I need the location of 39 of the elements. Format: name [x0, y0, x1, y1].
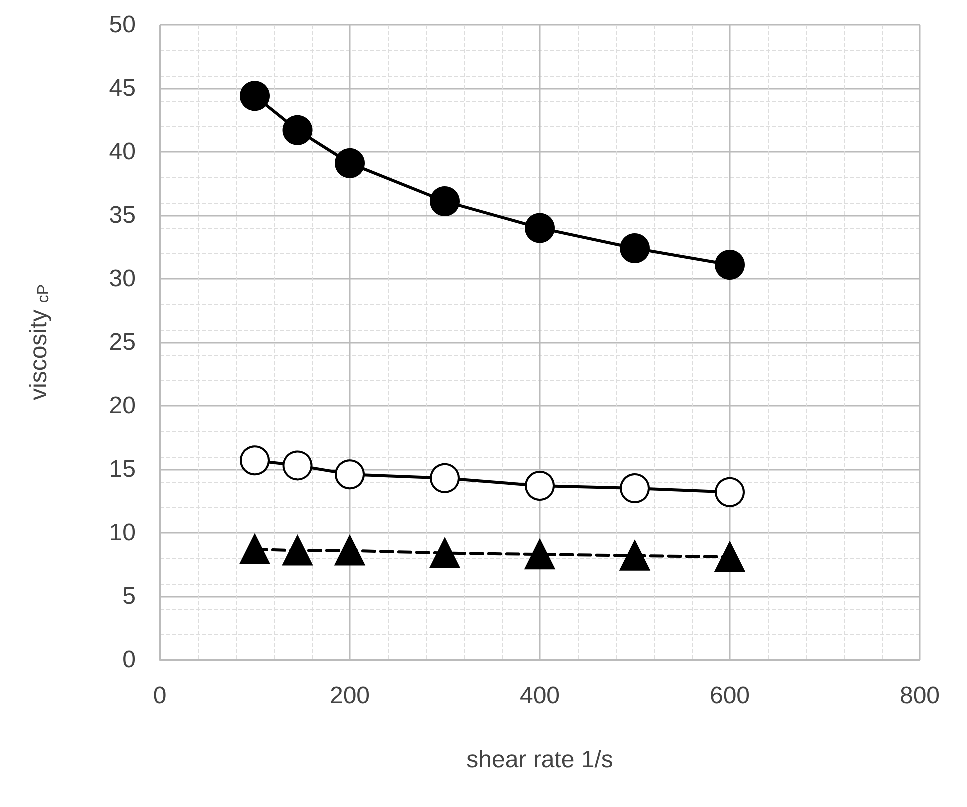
point	[430, 463, 460, 494]
y-tick-label: 35	[109, 202, 136, 229]
point	[282, 536, 313, 566]
point	[525, 471, 555, 501]
point	[240, 81, 270, 112]
point	[282, 115, 313, 146]
y-tick-label: 45	[109, 75, 136, 102]
point	[620, 474, 650, 504]
point	[240, 534, 270, 565]
point	[335, 536, 365, 566]
y-tick-label: 50	[109, 12, 136, 38]
y-axis-title: viscositycP	[26, 284, 52, 401]
y-tick-label: 25	[109, 329, 136, 356]
y-tick-label: 20	[109, 392, 136, 420]
y-tick-label: 5	[122, 583, 136, 610]
x-tick-label: 800	[900, 682, 940, 710]
point	[430, 186, 460, 217]
point	[525, 540, 555, 570]
point	[715, 542, 745, 572]
point	[335, 148, 365, 178]
x-tick-label: 600	[710, 682, 750, 710]
point	[715, 477, 745, 508]
point	[335, 460, 365, 490]
point	[240, 446, 270, 476]
x-tick-label: 0	[153, 682, 167, 710]
x-tick-label: 400	[520, 682, 560, 710]
y-tick-label: 0	[122, 646, 136, 674]
y-tick-label: 40	[109, 138, 136, 166]
y-tick-label: 15	[109, 456, 136, 483]
x-axis-title: shear rate 1/s	[466, 746, 614, 774]
point	[715, 250, 745, 280]
point	[282, 450, 313, 481]
y-tick-label: 10	[109, 520, 136, 546]
point	[620, 540, 650, 571]
y-tick-label: 30	[109, 266, 136, 292]
point	[620, 234, 650, 264]
point	[430, 538, 460, 568]
point	[525, 213, 555, 244]
x-tick-label: 200	[330, 682, 370, 710]
